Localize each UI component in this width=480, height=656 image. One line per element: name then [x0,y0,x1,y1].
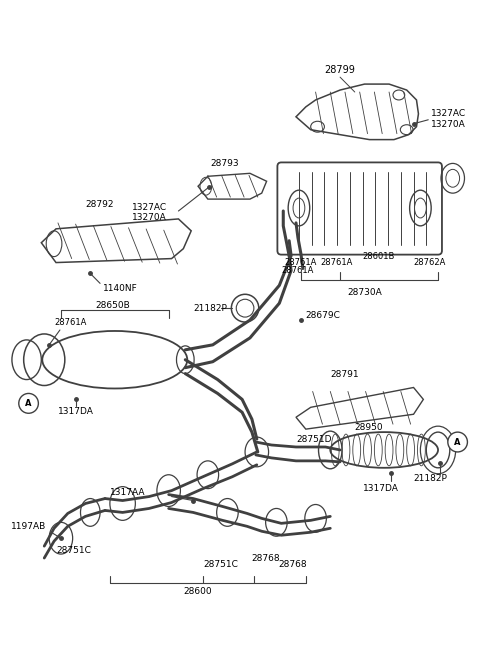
Text: 28650B: 28650B [96,300,130,310]
Text: 28768: 28768 [279,560,307,569]
Text: 1317DA: 1317DA [363,484,399,493]
Text: 21182P: 21182P [193,304,227,313]
Text: 28791: 28791 [331,370,360,379]
Text: 1327AC: 1327AC [132,203,168,211]
Text: A: A [455,438,461,447]
Text: 13270A: 13270A [431,120,466,129]
Text: 28768: 28768 [252,554,280,563]
Text: A: A [25,399,32,408]
Text: 1327AC: 1327AC [431,110,466,118]
Text: 13270A: 13270A [132,213,167,222]
Text: 28751D: 28751D [296,434,332,443]
Text: 28679C: 28679C [306,310,341,319]
Text: 1197AB: 1197AB [11,522,46,531]
Circle shape [19,394,38,413]
Text: 21182P: 21182P [413,474,447,483]
Text: 28761A: 28761A [284,258,317,267]
Text: 28762A: 28762A [414,258,446,267]
Text: 1317AA: 1317AA [110,488,145,497]
Text: 28761A: 28761A [321,258,353,267]
Text: 28950: 28950 [355,422,384,432]
Text: 1140NF: 1140NF [103,284,138,293]
Text: 28601B: 28601B [362,252,395,261]
Text: 28730A: 28730A [347,288,382,297]
Text: 28600: 28600 [184,587,212,596]
Text: 28761A: 28761A [54,318,86,327]
Text: 28799: 28799 [324,65,356,75]
Circle shape [448,432,468,452]
Text: 28793: 28793 [210,159,239,168]
Text: 28751C: 28751C [203,560,238,569]
Text: 28751C: 28751C [56,546,91,554]
Text: 1317DA: 1317DA [58,407,94,416]
Text: 28792: 28792 [86,199,114,209]
Text: 28761A: 28761A [281,266,314,275]
